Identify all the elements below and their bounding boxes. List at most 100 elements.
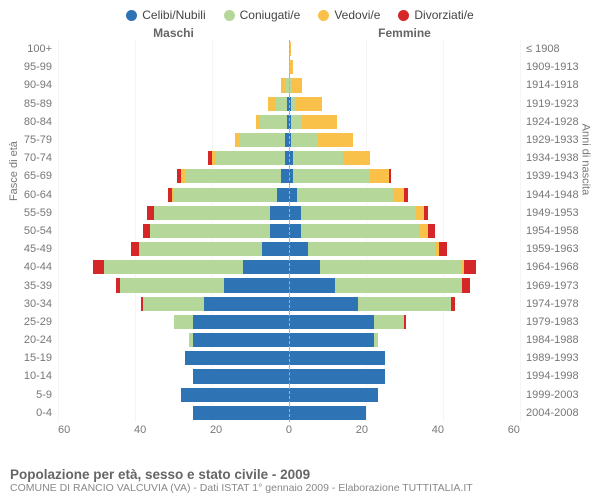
age-label: 35-39 bbox=[10, 280, 58, 292]
bar-segment bbox=[193, 406, 289, 420]
age-row: 50-541954-1958 bbox=[10, 222, 590, 240]
male-bar bbox=[58, 315, 289, 329]
female-bar bbox=[289, 260, 520, 274]
bar-segment bbox=[289, 351, 385, 365]
bar-segment bbox=[289, 206, 301, 220]
male-bar bbox=[58, 297, 289, 311]
year-label: 1994-1998 bbox=[520, 370, 590, 382]
male-bar bbox=[58, 133, 289, 147]
bars bbox=[58, 331, 520, 349]
bar-segment bbox=[289, 333, 374, 347]
legend-label: Divorziati/e bbox=[414, 8, 473, 22]
bar-segment bbox=[451, 297, 455, 311]
bar-segment bbox=[139, 242, 262, 256]
bar-segment bbox=[297, 188, 393, 202]
bar-segment bbox=[289, 369, 385, 383]
bar-segment bbox=[302, 115, 337, 129]
bar-segment bbox=[93, 260, 105, 274]
bars bbox=[58, 386, 520, 404]
center-line bbox=[289, 295, 290, 313]
center-line bbox=[289, 113, 290, 131]
bar-segment bbox=[185, 169, 281, 183]
age-row: 25-291979-1983 bbox=[10, 313, 590, 331]
population-pyramid-chart: Celibi/NubiliConiugati/eVedovi/eDivorzia… bbox=[0, 0, 600, 500]
age-label: 95-99 bbox=[10, 61, 58, 73]
bar-segment bbox=[404, 188, 408, 202]
bar-segment bbox=[289, 224, 301, 238]
bars bbox=[58, 276, 520, 294]
year-label: 1914-1918 bbox=[520, 79, 590, 91]
center-line bbox=[289, 58, 290, 76]
column-headers: Maschi Femmine bbox=[10, 26, 590, 40]
female-bar bbox=[289, 242, 520, 256]
bars bbox=[58, 349, 520, 367]
male-bar bbox=[58, 242, 289, 256]
bar-segment bbox=[216, 151, 285, 165]
bars bbox=[58, 240, 520, 258]
center-line bbox=[289, 258, 290, 276]
legend-swatch bbox=[126, 10, 137, 21]
age-row: 10-14 1994-1998 bbox=[10, 367, 590, 385]
center-line bbox=[289, 204, 290, 222]
center-line bbox=[289, 149, 290, 167]
year-label: 1999-2003 bbox=[520, 389, 590, 401]
bar-segment bbox=[291, 115, 303, 129]
bar-segment bbox=[404, 315, 406, 329]
male-bar bbox=[58, 369, 289, 383]
bar-segment bbox=[374, 333, 378, 347]
legend-item: Vedovi/e bbox=[318, 8, 380, 22]
female-bar bbox=[289, 224, 520, 238]
bar-segment bbox=[293, 169, 370, 183]
bar-segment bbox=[147, 206, 155, 220]
x-tick: 20 bbox=[356, 424, 368, 436]
year-label: 2004-2008 bbox=[520, 407, 590, 419]
year-label: 1919-1923 bbox=[520, 98, 590, 110]
bar-segment bbox=[131, 242, 139, 256]
bars bbox=[58, 295, 520, 313]
bar-segment bbox=[174, 188, 278, 202]
center-line bbox=[289, 40, 290, 58]
bar-segment bbox=[270, 206, 289, 220]
age-label: 10-14 bbox=[10, 370, 58, 382]
age-label: 30-34 bbox=[10, 298, 58, 310]
age-label: 50-54 bbox=[10, 225, 58, 237]
center-line bbox=[289, 386, 290, 404]
year-label: 1949-1953 bbox=[520, 207, 590, 219]
male-bar bbox=[58, 169, 289, 183]
chart-title: Popolazione per età, sesso e stato civil… bbox=[10, 467, 590, 482]
bar-segment bbox=[185, 351, 289, 365]
year-label: 1989-1993 bbox=[520, 352, 590, 364]
age-label: 100+ bbox=[10, 43, 58, 55]
x-axis: 6040200204060 bbox=[10, 424, 590, 436]
center-line bbox=[289, 313, 290, 331]
center-line bbox=[289, 367, 290, 385]
x-tick: 0 bbox=[286, 424, 292, 436]
age-label: 0-4 bbox=[10, 407, 58, 419]
bars bbox=[58, 222, 520, 240]
center-line bbox=[289, 167, 290, 185]
male-bar bbox=[58, 224, 289, 238]
male-bar bbox=[58, 406, 289, 420]
y-axis-label-left: Fasce di età bbox=[8, 141, 20, 201]
legend-label: Celibi/Nubili bbox=[142, 8, 205, 22]
bars bbox=[58, 167, 520, 185]
bar-segment bbox=[268, 97, 276, 111]
bar-segment bbox=[289, 315, 374, 329]
bar-segment bbox=[462, 278, 470, 292]
year-label: 1974-1978 bbox=[520, 298, 590, 310]
bar-segment bbox=[374, 315, 405, 329]
bar-segment bbox=[270, 224, 289, 238]
bar-segment bbox=[393, 188, 405, 202]
bar-segment bbox=[289, 242, 308, 256]
female-bar bbox=[289, 315, 520, 329]
age-label: 85-89 bbox=[10, 98, 58, 110]
female-bar bbox=[289, 388, 520, 402]
age-label: 45-49 bbox=[10, 243, 58, 255]
chart-rows: Fasce di età Anni di nascita 100+≤ 19089… bbox=[10, 40, 590, 422]
age-label: 55-59 bbox=[10, 207, 58, 219]
age-label: 5-9 bbox=[10, 389, 58, 401]
bar-segment bbox=[416, 206, 424, 220]
age-label: 40-44 bbox=[10, 261, 58, 273]
age-row: 95-991909-1913 bbox=[10, 58, 590, 76]
chart-subtitle: COMUNE DI RANCIO VALCUVIA (VA) - Dati IS… bbox=[10, 482, 590, 494]
